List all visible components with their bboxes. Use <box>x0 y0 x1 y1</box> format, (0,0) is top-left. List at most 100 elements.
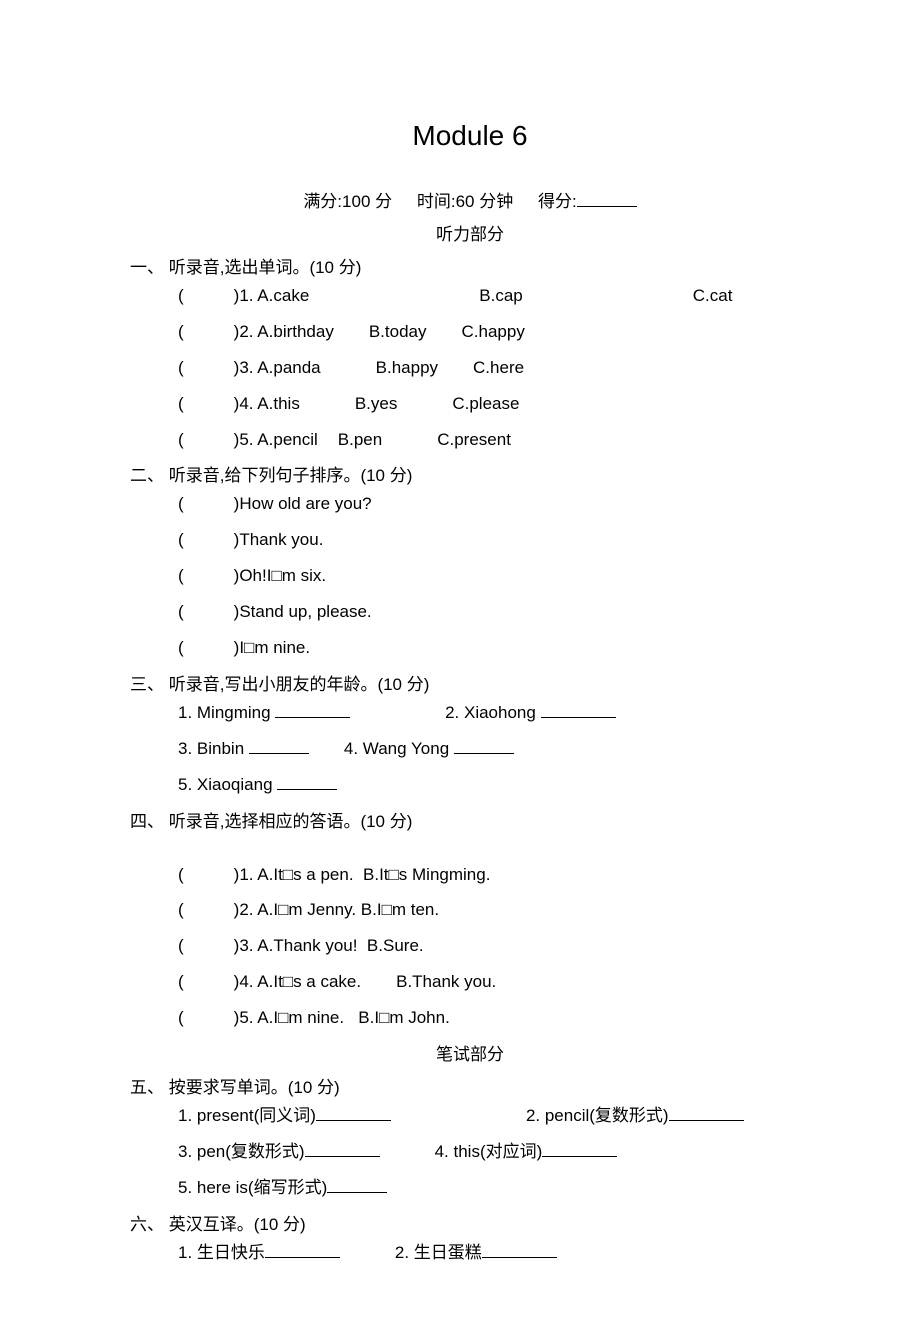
fill-blank[interactable] <box>542 1140 617 1157</box>
s4-q1-b: B.It□s Mingming. <box>363 865 490 884</box>
s1-q2: ( )2. A.birthday B.today C.happy <box>130 318 810 347</box>
s5-q4: 4. this(对应词) <box>435 1142 543 1161</box>
s1-q3: ( )3. A.panda B.happy C.here <box>130 354 810 383</box>
s2-q5: ( )I□m nine. <box>130 634 810 663</box>
s4-q3: ( )3. A.Thank you! B.Sure. <box>130 932 810 961</box>
paren-open: ( <box>178 358 184 377</box>
fill-blank[interactable] <box>316 1104 391 1121</box>
s5-q1: 1. present(同义词) <box>178 1106 316 1125</box>
paren-open: ( <box>178 638 184 657</box>
paren-open: ( <box>178 972 184 991</box>
s5-q3: 3. pen(复数形式) <box>178 1142 305 1161</box>
paren-open: ( <box>178 394 184 413</box>
section1-title: 一、 听录音,选出单词。(10 分) <box>130 253 810 278</box>
s2-q1: ( )How old are you? <box>130 490 810 519</box>
s6-row1: 1. 生日快乐 2. 生日蛋糕 <box>130 1239 810 1268</box>
fill-blank[interactable] <box>327 1176 387 1193</box>
paren-open: ( <box>178 530 184 549</box>
fill-blank[interactable] <box>305 1140 380 1157</box>
s4-q5-a: )5. A.I□m nine. <box>234 1008 344 1027</box>
fill-blank[interactable] <box>275 701 350 718</box>
section6-title: 六、 英汉互译。(10 分) <box>130 1210 810 1235</box>
paren-open: ( <box>178 566 184 585</box>
s2-q4-text: )Stand up, please. <box>234 602 372 621</box>
s4-q4-b: B.Thank you. <box>396 972 496 991</box>
s4-q1-a: )1. A.It□s a pen. <box>234 865 354 884</box>
s4-q2: ( )2. A.I□m Jenny. B.I□m ten. <box>130 896 810 925</box>
s5-row2: 3. pen(复数形式) 4. this(对应词) <box>130 1138 810 1167</box>
page-title: Module 6 <box>130 120 810 152</box>
s1-q5-c: C.present <box>437 430 511 449</box>
s2-q5-text: )I□m nine. <box>234 638 310 657</box>
s1-q4-a: )4. A.this <box>234 394 300 413</box>
s1-q3-b: B.happy <box>376 358 438 377</box>
section5-title: 五、 按要求写单词。(10 分) <box>130 1073 810 1098</box>
s6-q2: 2. 生日蛋糕 <box>395 1243 482 1262</box>
written-header: 笔试部分 <box>130 1040 810 1065</box>
s5-row3: 5. here is(缩写形式) <box>130 1174 810 1203</box>
paren-open: ( <box>178 494 184 513</box>
s4-q3-a: )3. A.Thank you! <box>234 936 358 955</box>
s5-q5: 5. here is(缩写形式) <box>178 1178 327 1197</box>
time-limit: 时间:60 分钟 <box>417 192 513 211</box>
s2-q3: ( )Oh!I□m six. <box>130 562 810 591</box>
s1-q5: ()5. A.pencilB.penC.present <box>130 426 810 455</box>
paren-open: ( <box>178 900 184 919</box>
s1-q3-c: C.here <box>473 358 524 377</box>
s2-q2-text: )Thank you. <box>234 530 324 549</box>
section3-title: 三、 听录音,写出小朋友的年龄。(10 分) <box>130 670 810 695</box>
s3-q2: 2. Xiaohong <box>445 703 536 722</box>
paren-open: ( <box>178 602 184 621</box>
full-score: 满分:100 分 <box>303 192 392 211</box>
s4-q5-b: B.I□m John. <box>358 1008 450 1027</box>
fill-blank[interactable] <box>482 1241 557 1258</box>
section4-title: 四、 听录音,选择相应的答语。(10 分) <box>130 807 810 832</box>
score-label: 得分: <box>538 192 577 211</box>
paren-open: ( <box>178 286 184 305</box>
s3-row1: 1. Mingming 2. Xiaohong <box>130 699 810 728</box>
s4-q3-b: B.Sure. <box>367 936 424 955</box>
s4-q4-a: )4. A.It□s a cake. <box>234 972 361 991</box>
s1-q4-b: B.yes <box>355 394 398 413</box>
fill-blank[interactable] <box>249 737 309 754</box>
s5-q2: 2. pencil(复数形式) <box>526 1106 669 1125</box>
s4-q4: ( )4. A.It□s a cake. B.Thank you. <box>130 968 810 997</box>
s1-q2-a: )2. A.birthday <box>234 322 334 341</box>
section2-title: 二、 听录音,给下列句子排序。(10 分) <box>130 461 810 486</box>
s1-q1-c: C.cat <box>693 286 733 305</box>
s1-q4: ( )4. A.this B.yes C.please <box>130 390 810 419</box>
fill-blank[interactable] <box>265 1241 340 1258</box>
score-blank[interactable] <box>577 190 637 207</box>
s1-q5-b: B.pen <box>338 430 382 449</box>
s3-q5: 5. Xiaoqiang <box>178 775 273 794</box>
listening-header: 听力部分 <box>130 220 810 245</box>
s1-q3-a: )3. A.panda <box>234 358 321 377</box>
s4-q2-a: )2. A.I□m Jenny. <box>234 900 356 919</box>
exam-info: 满分:100 分 时间:60 分钟 得分: <box>130 187 810 212</box>
paren-open: ( <box>178 865 184 884</box>
s1-q2-c: C.happy <box>462 322 525 341</box>
s1-q4-c: C.please <box>452 394 519 413</box>
s2-q3-text: )Oh!I□m six. <box>234 566 326 585</box>
s1-q5-a: )5. A.pencil <box>234 430 318 449</box>
s1-q1-b: B.cap <box>479 286 522 305</box>
s1-q2-b: B.today <box>369 322 427 341</box>
fill-blank[interactable] <box>669 1104 744 1121</box>
fill-blank[interactable] <box>277 773 337 790</box>
s2-q4: ( )Stand up, please. <box>130 598 810 627</box>
s3-row2: 3. Binbin 4. Wang Yong <box>130 735 810 764</box>
s3-row3: 5. Xiaoqiang <box>130 771 810 800</box>
s3-q4: 4. Wang Yong <box>344 739 449 758</box>
s1-q1: ()1. A.cakeB.capC.cat <box>130 282 810 311</box>
paren-open: ( <box>178 936 184 955</box>
s2-q1-text: )How old are you? <box>234 494 372 513</box>
s3-q3: 3. Binbin <box>178 739 244 758</box>
s6-q1: 1. 生日快乐 <box>178 1243 265 1262</box>
fill-blank[interactable] <box>541 701 616 718</box>
s4-q2-b: B.I□m ten. <box>361 900 439 919</box>
paren-open: ( <box>178 1008 184 1027</box>
fill-blank[interactable] <box>454 737 514 754</box>
s4-q1: ( )1. A.It□s a pen. B.It□s Mingming. <box>130 861 810 890</box>
paren-open: ( <box>178 322 184 341</box>
s3-q1: 1. Mingming <box>178 703 271 722</box>
